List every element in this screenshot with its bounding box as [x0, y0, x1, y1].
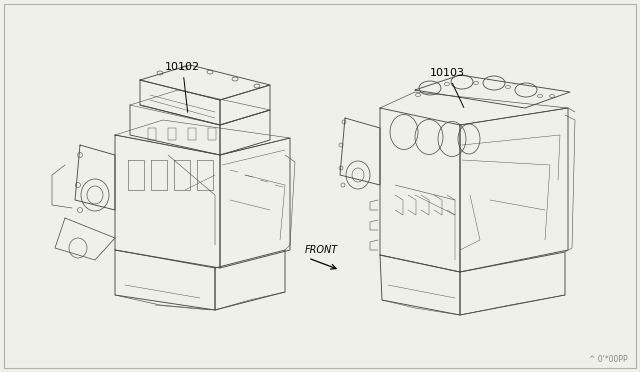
- Text: ^ 0'*00PP: ^ 0'*00PP: [589, 355, 628, 364]
- Text: FRONT: FRONT: [305, 245, 339, 255]
- Text: 10102: 10102: [165, 62, 200, 112]
- Text: 10103: 10103: [430, 68, 465, 108]
